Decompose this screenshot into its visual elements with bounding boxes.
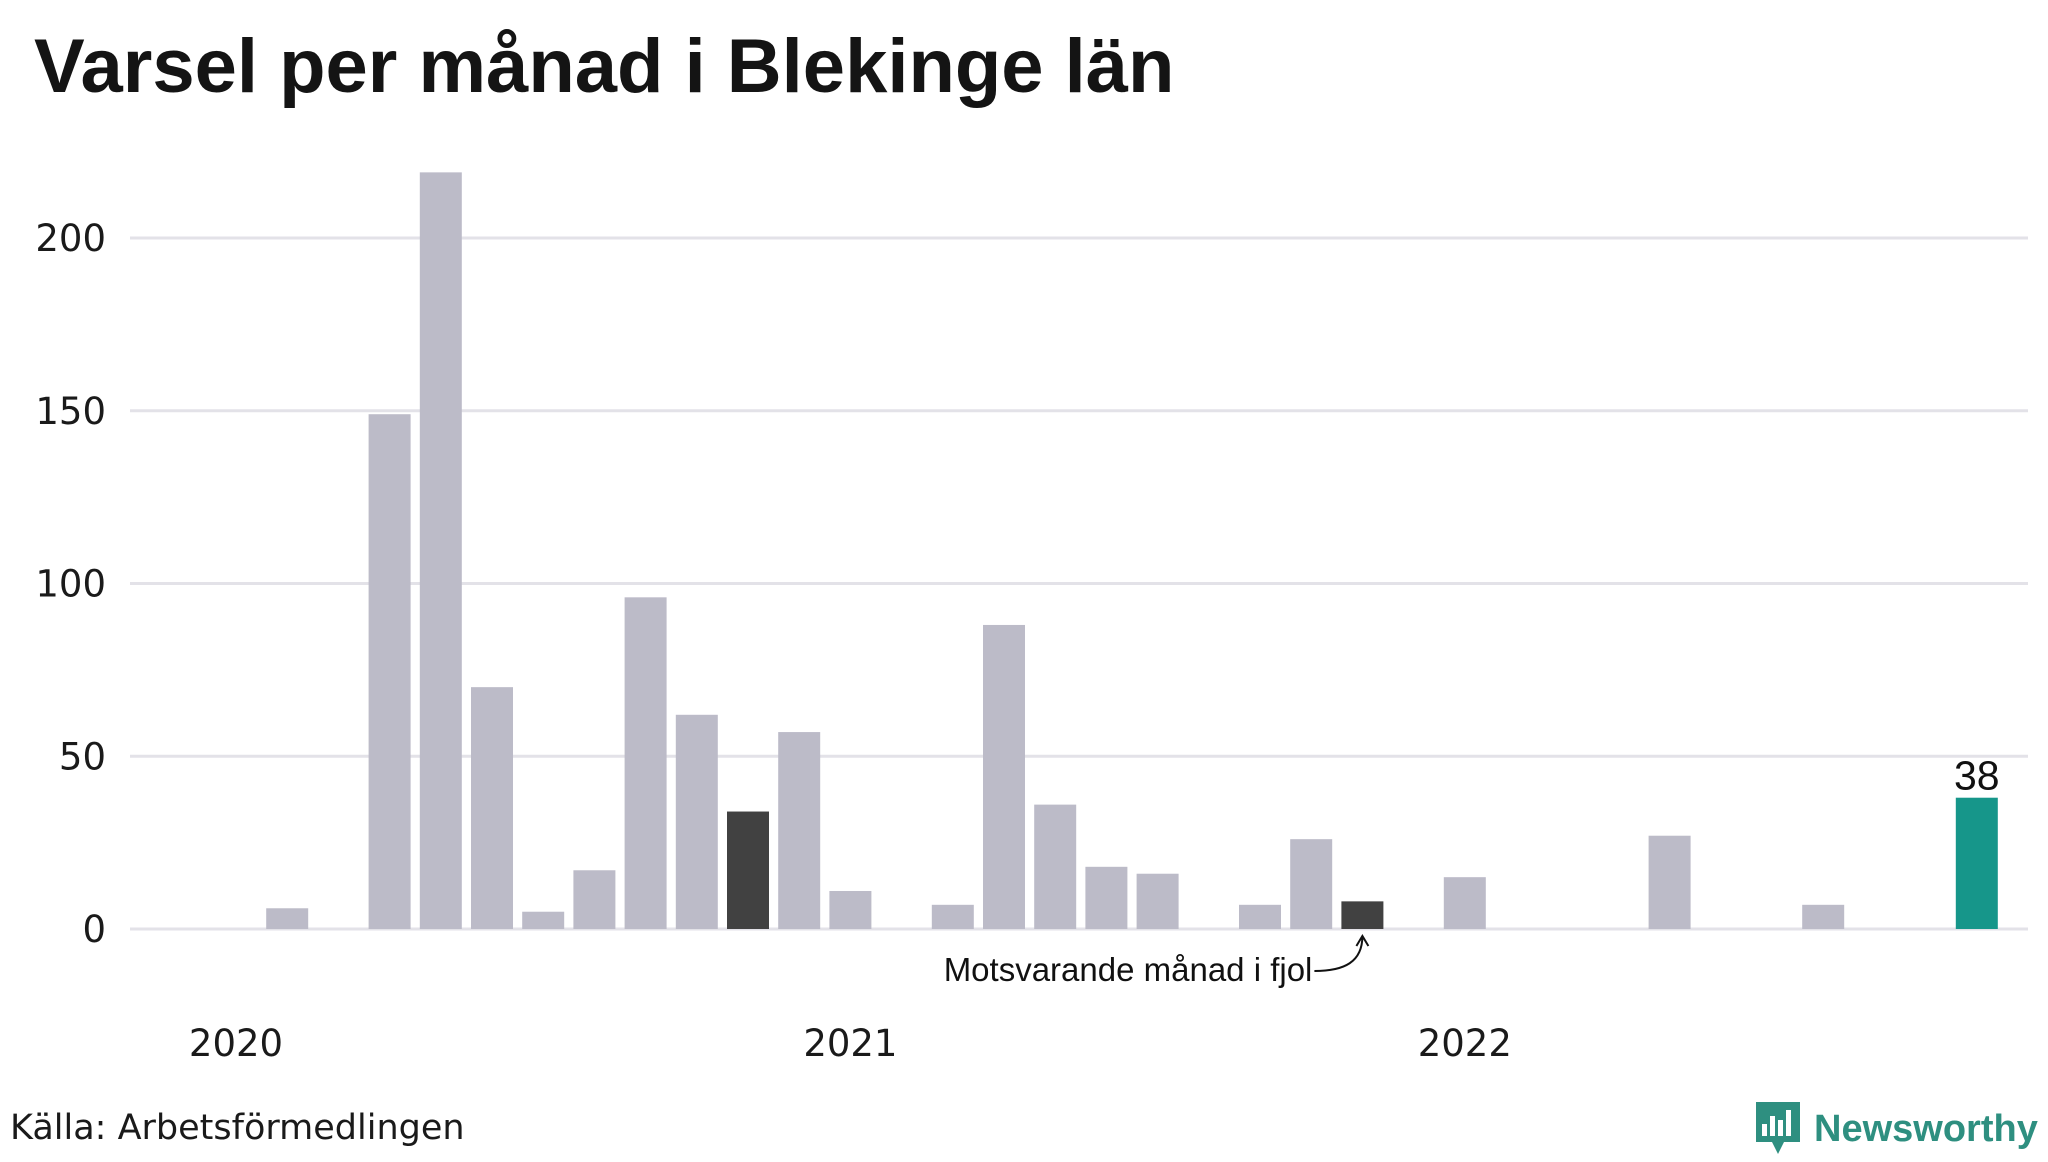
brand-logo: Newsworthy [1752, 1096, 2038, 1162]
x-tick-label: 2020 [189, 1022, 283, 1065]
y-tick-label: 150 [35, 390, 106, 433]
bar [368, 414, 411, 930]
y-tick-label: 50 [59, 735, 106, 778]
y-tick-label: 100 [35, 563, 106, 606]
bar [471, 687, 513, 929]
bars [266, 172, 1998, 930]
bar [419, 172, 462, 930]
bar [829, 890, 872, 929]
y-tick-label: 0 [82, 908, 106, 951]
bar [675, 714, 718, 929]
bar [573, 870, 616, 929]
bar [1085, 866, 1128, 929]
bar [522, 911, 565, 929]
bar [266, 908, 309, 929]
data-label: 38 [1954, 753, 2000, 799]
bar [1802, 904, 1845, 929]
annotation-arrow-icon [1314, 934, 1370, 972]
annotation-text: Motsvarande månad i fjol [944, 951, 1313, 988]
y-tick-label: 200 [35, 217, 106, 260]
gridlines [130, 236, 2028, 931]
source-note: Källa: Arbetsförmedlingen [10, 1108, 465, 1148]
bar-previous-year [727, 811, 769, 929]
bar-previous-year [1341, 901, 1384, 929]
data-labels: 38 [1954, 753, 2000, 799]
bar-latest [1955, 797, 1998, 929]
bar [624, 597, 667, 929]
bar [1136, 873, 1179, 929]
bar [1034, 804, 1077, 929]
chart-title: Varsel per månad i Blekinge län [34, 24, 1175, 109]
bar [1239, 904, 1281, 929]
bar [1443, 877, 1486, 929]
bar [983, 624, 1025, 929]
x-axis-ticks: 2020 2021 2022 [189, 1022, 1512, 1065]
bar [1648, 835, 1691, 929]
newsworthy-logo-icon [1756, 1102, 1800, 1154]
bar [1290, 839, 1333, 929]
bar [931, 904, 974, 929]
x-tick-label: 2022 [1418, 1022, 1512, 1065]
brand-name: Newsworthy [1814, 1107, 2038, 1150]
bar [778, 732, 821, 929]
annotation: Motsvarande månad i fjol [944, 934, 1370, 988]
x-tick-label: 2021 [803, 1022, 897, 1065]
y-axis-ticks: 0 50 100 150 200 [35, 217, 106, 951]
